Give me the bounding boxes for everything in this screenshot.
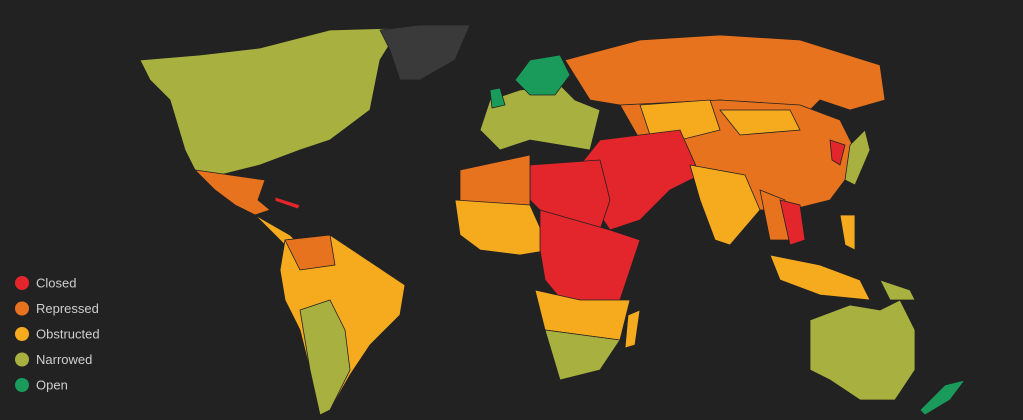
southern-cone — [299, 299, 351, 416]
legend: Closed Repressed Obstructed Narrowed Open — [15, 275, 100, 392]
vietnam — [779, 199, 806, 246]
legend-label: Narrowed — [36, 352, 92, 367]
legend-swatch — [15, 352, 29, 367]
cuba — [274, 196, 301, 210]
uk — [489, 87, 506, 109]
mexico — [193, 169, 271, 216]
legend-swatch — [15, 327, 29, 341]
india — [689, 164, 761, 246]
legend-label: Closed — [36, 275, 76, 290]
greenland — [379, 24, 471, 81]
mongolia — [719, 109, 801, 136]
australia — [809, 299, 916, 401]
regions — [139, 24, 966, 416]
legend-label: Open — [36, 377, 68, 392]
northern-south-america — [284, 234, 336, 271]
legend-label: Obstructed — [36, 326, 100, 341]
europe — [479, 84, 601, 151]
west-africa — [454, 199, 551, 256]
kazakhstan — [639, 99, 721, 141]
japan — [844, 129, 871, 186]
southern-africa — [544, 329, 621, 381]
north-korea — [829, 139, 846, 166]
legend-swatch — [15, 301, 29, 316]
scandinavia — [514, 54, 571, 96]
legend-label: Repressed — [36, 301, 99, 316]
legend-swatch — [15, 276, 29, 290]
philippines — [839, 214, 856, 251]
north-america — [139, 27, 401, 176]
southern-africa-north — [534, 289, 631, 341]
indonesia — [769, 254, 871, 301]
legend-swatch — [15, 378, 29, 392]
madagascar — [624, 309, 641, 349]
papua-new-guinea — [879, 279, 916, 301]
new-zealand — [919, 379, 966, 416]
